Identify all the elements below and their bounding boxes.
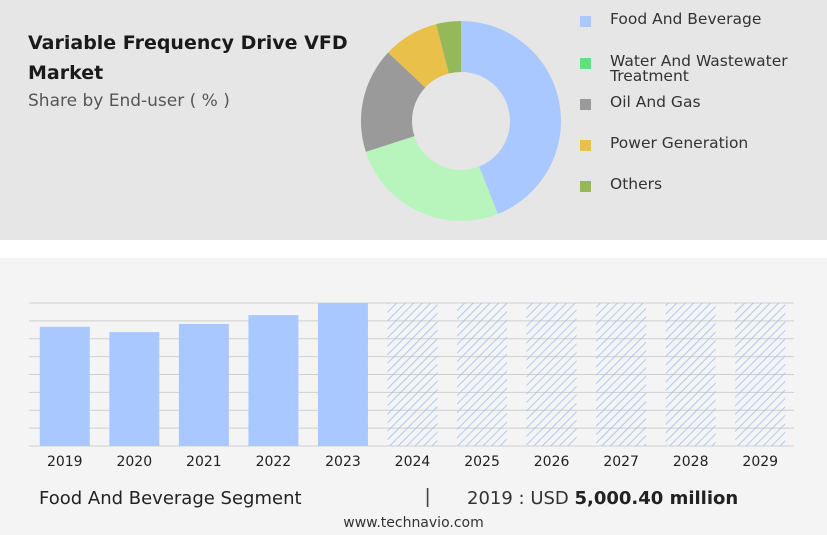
footer-divider: | [425,486,431,508]
footer-value-amount: 5,000.40 million [574,488,739,509]
forecast-bar-2029 [735,303,786,446]
x-tick-label: 2021 [186,454,222,470]
footer-value-prefix: 2019 : USD [467,488,575,509]
footer-value: 2019 : USD 5,000.40 million [467,488,738,509]
donut-slice-water-and-wastewater-treatment [365,136,498,221]
bar-2019 [39,326,90,446]
x-tick-label: 2026 [534,454,570,470]
chart-subtitle: Share by End-user ( % ) [28,91,230,111]
legend-swatch [580,99,591,110]
x-tick-label: 2028 [673,454,709,470]
legend-swatch [580,58,591,69]
forecast-bar-2025 [457,303,508,446]
forecast-bar-2027 [596,303,647,446]
legend-item-oil-and-gas: Oil And Gas [580,93,820,111]
forecast-bar-2024 [387,303,438,446]
forecast-bar-2026 [526,303,577,446]
donut-chart [361,21,561,221]
x-tick-label: 2024 [395,454,431,470]
legend-label: Water And Wastewater Treatment [610,52,788,85]
legend-item-others: Others [580,175,820,193]
bar-chart: 2019 2020 2021 2022 2023 2024 2025 2026 2027 2028… [29,302,794,470]
bar-2021 [178,323,229,446]
legend-label: Oil And Gas [610,93,701,111]
legend-swatch [580,181,591,192]
legend-label: Power Generation [610,134,749,152]
donut-slice-food-and-beverage [461,21,561,214]
x-tick-label: 2023 [325,454,361,470]
legend-item-power-generation: Power Generation [580,134,820,152]
donut-slice-oil-and-gas [361,52,426,152]
donut-slice-power-generation [388,24,449,88]
x-tick-label: 2020 [116,454,152,470]
chart-title: Variable Frequency Drive VFD Market [28,32,348,84]
x-tick-label: 2019 [47,454,83,470]
bar-2022 [248,315,299,446]
legend-label: Food And Beverage [610,10,762,28]
legend-item-water-and-wastewater: Water And Wastewater Treatment [580,52,820,85]
legend-label: Others [610,175,663,193]
x-tick-label: 2029 [742,454,778,470]
forecast-bar-2028 [665,303,716,446]
website-link[interactable]: www.technavio.com [343,515,484,531]
legend-swatch [580,16,591,27]
legend-item-food-and-beverage: Food And Beverage [580,10,820,28]
legend-swatch [580,140,591,151]
x-tick-label: 2022 [256,454,292,470]
donut-slice-others [436,21,461,74]
bar-2020 [109,332,160,446]
footer-segment-label: Food And Beverage Segment [39,488,302,509]
x-tick-label: 2027 [603,454,639,470]
bar-2023 [317,303,368,446]
x-tick-label: 2025 [464,454,500,470]
